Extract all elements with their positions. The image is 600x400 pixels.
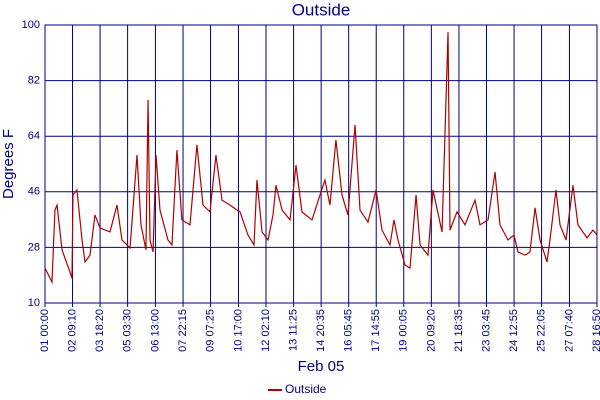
x-tick-label: 13 11:25 [288, 309, 300, 351]
x-tick-label: 23 03:45 [480, 309, 492, 352]
x-tick-label: 28 16:50 [591, 309, 600, 352]
data-line [44, 32, 598, 285]
x-tick-label: 21 18:35 [453, 309, 465, 352]
x-tick-label: 03 18:20 [94, 309, 106, 352]
legend-label: Outside [285, 382, 327, 396]
plot-border [44, 24, 598, 304]
y-tick-label: 10 [28, 297, 40, 309]
x-tick-label: 25 22:05 [535, 309, 547, 352]
chart-title: Outside [292, 0, 351, 19]
x-tick-label: 16 05:45 [343, 309, 355, 352]
x-tick-label: 05 03:30 [122, 309, 134, 352]
y-axis-label: Degrees F [0, 129, 17, 199]
x-tick-label: 20 09:20 [425, 309, 437, 352]
x-tick-label: 19 00:05 [398, 309, 410, 352]
x-tick-label: 27 07:40 [563, 309, 575, 352]
x-tick-label: 09 07:25 [204, 309, 216, 352]
x-axis-label: Feb 05 [298, 358, 345, 375]
x-tick-label: 06 13:00 [149, 309, 161, 352]
x-tick-label: 17 14:55 [370, 309, 382, 352]
y-tick-label: 64 [28, 130, 40, 142]
x-tick-label: 14 20:35 [315, 309, 327, 352]
y-tick-label: 100 [22, 19, 40, 31]
x-tick-label: 12 02:10 [260, 309, 272, 352]
x-tick-label: 02 09:10 [66, 309, 78, 352]
y-tick-label: 28 [28, 241, 40, 253]
y-tick-label: 82 [28, 75, 40, 87]
x-tick-label: 01 00:00 [39, 309, 51, 352]
x-tick-label: 10 17:00 [232, 309, 244, 352]
y-tick-label: 46 [28, 186, 40, 198]
x-tick-label: 07 22:15 [177, 309, 189, 352]
x-tick-label: 24 12:55 [508, 309, 520, 352]
